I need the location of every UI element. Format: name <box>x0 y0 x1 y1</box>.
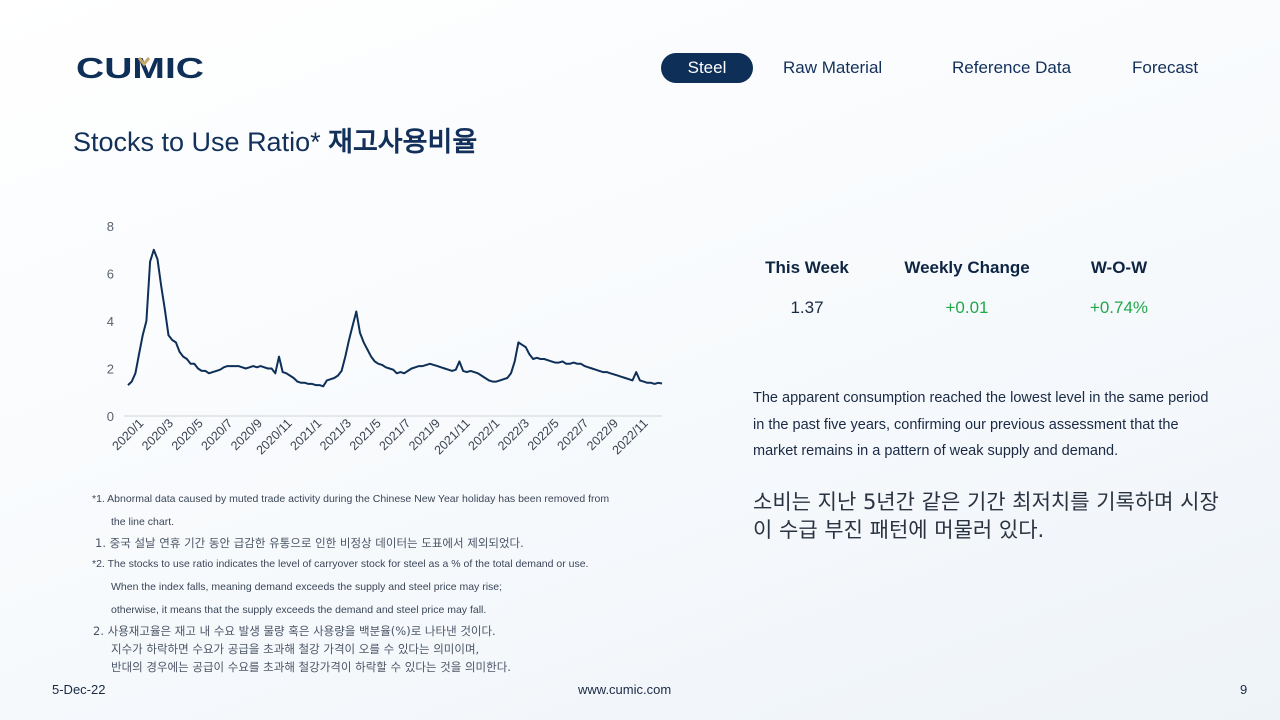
x-tick-label: 2021/3 <box>317 416 354 453</box>
y-tick-label: 0 <box>107 409 114 424</box>
note-2-en: *2. The stocks to use ratio indicates th… <box>92 558 589 570</box>
page-title: Stocks to Use Ratio* 재고사용비율 <box>73 120 477 159</box>
series-line <box>127 248 663 388</box>
y-tick-label: 2 <box>107 362 114 377</box>
x-tick-label: 2020/5 <box>169 416 206 453</box>
y-tick-label: 8 <box>107 219 114 234</box>
logo-accent-mark <box>137 57 151 67</box>
metric-weekly-change: Weekly Change +0.01 <box>892 258 1042 318</box>
metric-label: This Week <box>765 258 849 277</box>
tab-steel[interactable]: Steel <box>661 53 753 83</box>
x-tick-label: 2022/5 <box>525 416 562 453</box>
tab-raw-material[interactable]: Raw Material <box>783 58 883 77</box>
metric-label: Weekly Change <box>904 258 1030 277</box>
y-tick-label: 4 <box>107 314 114 329</box>
summary-english: The apparent consumption reached the low… <box>753 390 1209 459</box>
x-tick-label: 2021/1 <box>288 416 325 453</box>
note-2-en-cont-2: otherwise, it means that the supply exce… <box>111 604 487 616</box>
x-tick-label: 2022/1 <box>466 416 503 453</box>
footnotes: *1. Abnormal data caused by muted trade … <box>92 488 692 676</box>
x-tick-label: 2022/7 <box>555 416 592 453</box>
note-2-ko-cont-1: 지수가 하락하면 수요가 공급을 초과해 철강 가격이 오를 수 있다는 의미이… <box>111 642 480 656</box>
metric-value: 1.37 <box>790 298 824 317</box>
note-1-en-cont: the line chart. <box>111 516 175 528</box>
note-1-en: *1. Abnormal data caused by muted trade … <box>92 493 610 505</box>
metric-label: W-O-W <box>1090 258 1148 277</box>
summary-korean: 소비는 지난 5년간 같은 기간 최저치를 기록하며 시장이 수급 부진 패턴에… <box>753 490 1219 542</box>
tab-forecast[interactable]: Forecast <box>1132 58 1199 77</box>
stocks-to-use-line-chart: 0 2 4 6 8 2020/12020/32020/52020/72020/92020… <box>107 219 663 457</box>
y-axis-ticks: 0 2 4 6 8 <box>107 219 114 424</box>
metric-this-week: This Week 1.37 <box>732 258 882 318</box>
x-tick-label: 2022/3 <box>495 416 532 453</box>
page-title-en: Stocks to Use Ratio* <box>73 127 321 157</box>
x-tick-label: 2020/7 <box>199 416 236 453</box>
footer-date: 5-Dec-22 <box>52 682 106 697</box>
x-tick-label: 2020/3 <box>139 416 176 453</box>
metric-value: +0.74% <box>1089 298 1149 317</box>
footer-page-number: 9 <box>1240 682 1248 697</box>
x-tick-label: 2021/5 <box>347 416 384 453</box>
x-tick-label: 2021/7 <box>377 416 414 453</box>
metric-wow: W-O-W +0.74% <box>1044 258 1194 318</box>
note-2-ko-cont-2: 반대의 경우에는 공급이 수요를 초과해 철강가격이 하락할 수 있다는 것을 … <box>111 660 511 674</box>
tab-reference-data[interactable]: Reference Data <box>952 58 1072 77</box>
x-tick-label: 2020/1 <box>110 416 147 453</box>
cumic-logo: CUMIC <box>76 54 204 82</box>
footer-url[interactable]: www.cumic.com <box>578 682 672 697</box>
page-title-ko: 재고사용비율 <box>328 127 478 158</box>
y-tick-label: 6 <box>107 267 114 282</box>
note-2-ko: 2. 사용재고율은 재고 내 수요 발생 물량 혹은 사용량을 백분율(%)로 … <box>93 624 496 638</box>
note-2-en-cont-1: When the index falls, meaning demand exc… <box>111 581 503 593</box>
note-1-ko: 1. 중국 설날 연휴 기간 동안 급감한 유통으로 인한 비정상 데이터는 도… <box>95 536 524 550</box>
x-axis-ticks: 2020/12020/32020/52020/72020/92020/11202… <box>110 416 651 457</box>
metric-value: +0.01 <box>945 298 989 317</box>
